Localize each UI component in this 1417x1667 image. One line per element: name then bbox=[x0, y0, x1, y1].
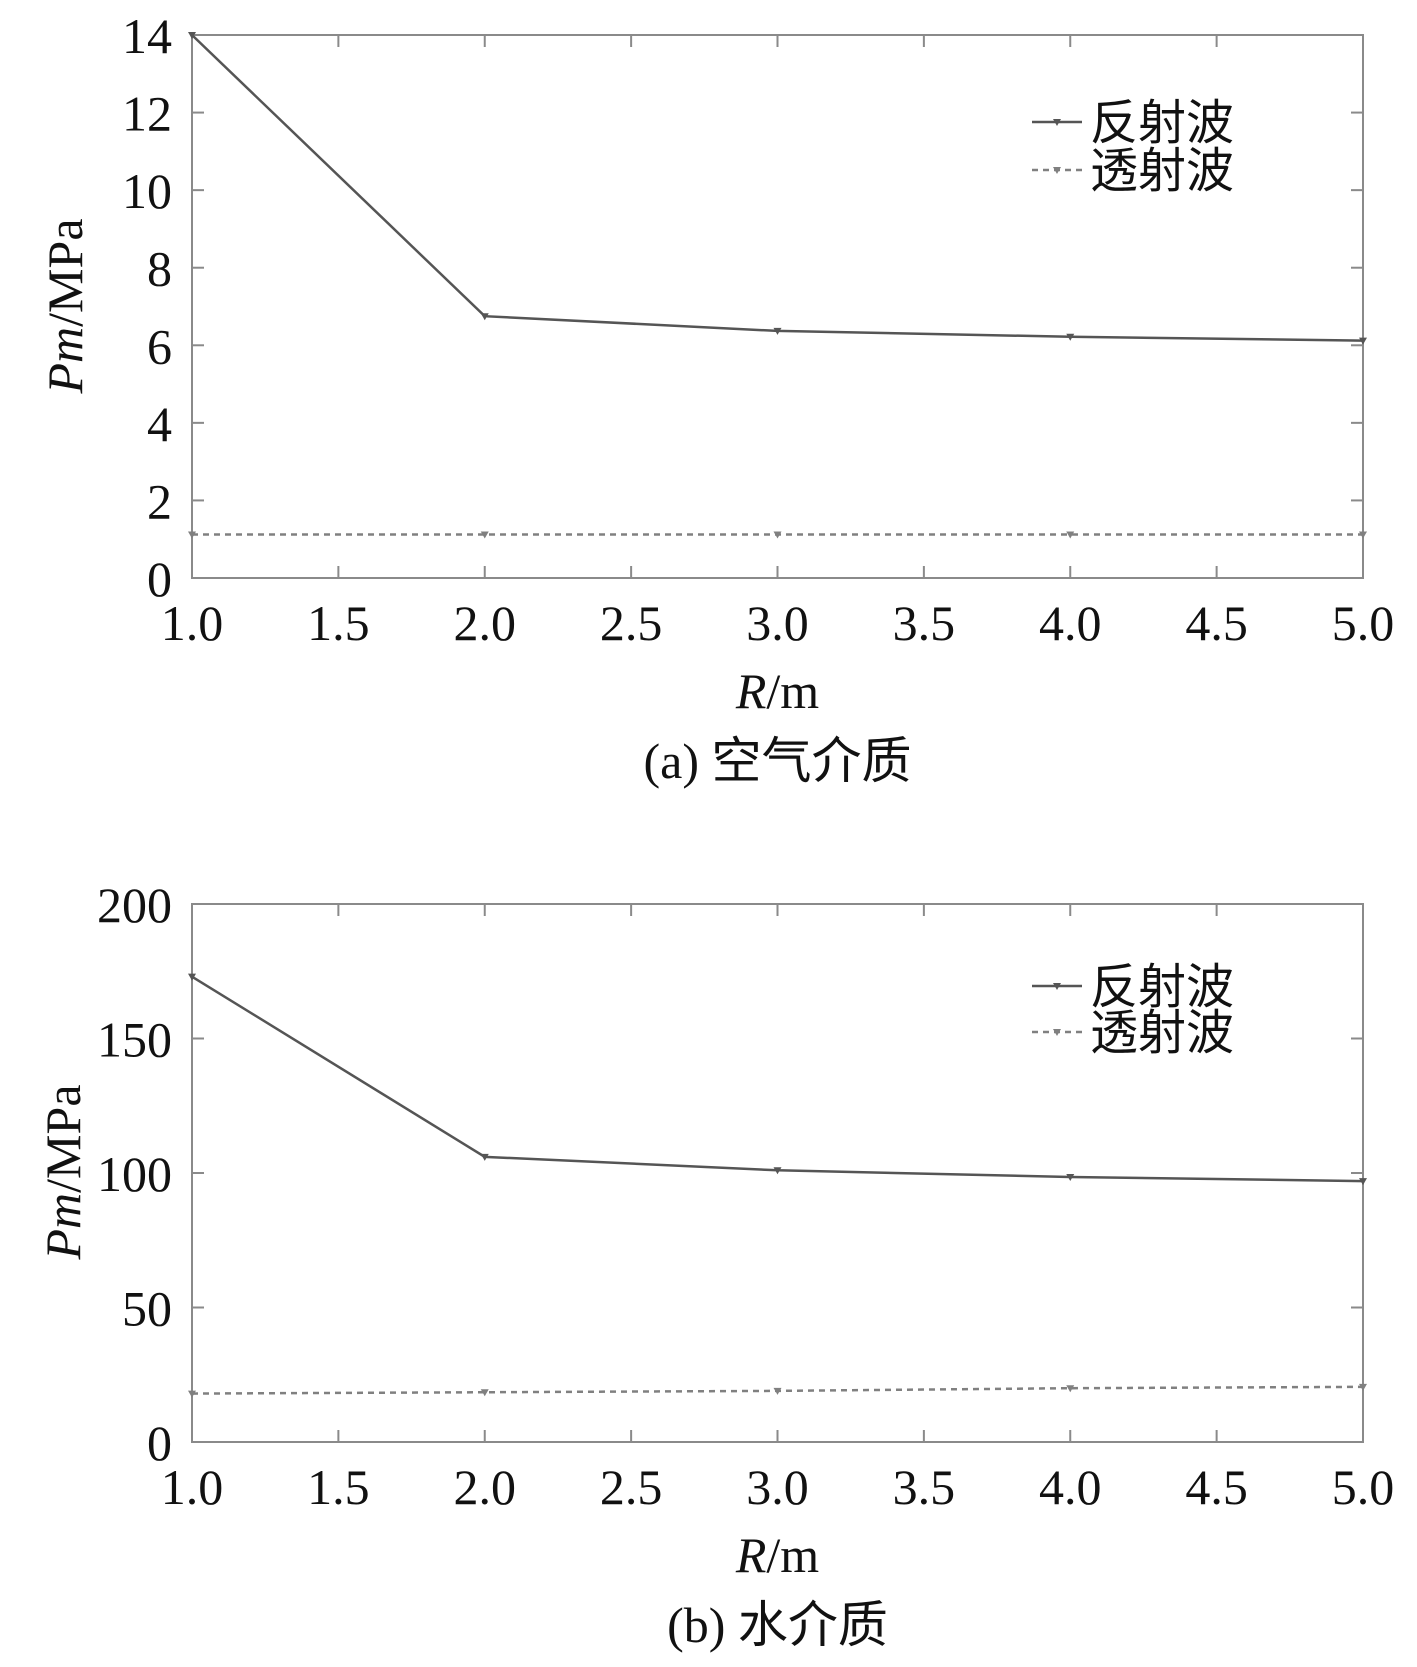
data-point-marker bbox=[1359, 1178, 1367, 1186]
data-point-marker bbox=[188, 531, 196, 539]
legend-label: 反射波 bbox=[1090, 97, 1234, 150]
legend-label: 透射波 bbox=[1090, 145, 1234, 198]
data-point-marker bbox=[480, 531, 489, 539]
x-tick-label: 1.0 bbox=[161, 1459, 224, 1515]
legend-marker bbox=[1053, 119, 1061, 126]
panel-caption: (b) 水介质 bbox=[667, 1597, 888, 1653]
x-tick-label: 2.0 bbox=[454, 595, 517, 651]
x-tick-label: 2.5 bbox=[600, 1459, 663, 1515]
y-tick-label: 0 bbox=[147, 551, 172, 607]
data-point-marker bbox=[1359, 337, 1367, 345]
y-tick-label: 6 bbox=[147, 318, 172, 374]
data-point-marker bbox=[188, 973, 196, 981]
y-tick-label: 12 bbox=[122, 86, 172, 142]
data-point-marker bbox=[1066, 531, 1075, 539]
y-tick-label: 150 bbox=[97, 1012, 172, 1068]
data-point-marker bbox=[480, 313, 489, 321]
y-tick-label: 200 bbox=[97, 877, 172, 933]
chart-panel-a: 1.0 1.5 2.0 2.5 3.0 3.5 4.0 4.5 5.0 0 2 4 6 8 10 12 14 反射… bbox=[37, 8, 1394, 789]
y-tick-label: 50 bbox=[122, 1281, 172, 1337]
x-tick-label: 3.5 bbox=[893, 1459, 956, 1515]
y-axis-label: Pm/MPa bbox=[37, 218, 93, 394]
x-tick-label: 1.0 bbox=[161, 595, 224, 651]
legend-marker bbox=[1053, 1029, 1061, 1036]
data-point-marker bbox=[773, 531, 782, 539]
chart-panel-b: 1.0 1.5 2.0 2.5 3.0 3.5 4.0 4.5 5.0 0 50 100 150 200 反… bbox=[35, 877, 1394, 1653]
x-tick-label: 2.5 bbox=[600, 595, 663, 651]
data-point-marker bbox=[773, 1167, 782, 1175]
x-tick-label: 2.0 bbox=[454, 1459, 517, 1515]
data-point-marker bbox=[773, 327, 782, 335]
y-axis-label-symbol: Pm bbox=[37, 327, 93, 395]
data-point-marker bbox=[1066, 1174, 1075, 1182]
y-tick-label: 4 bbox=[147, 396, 172, 452]
y-axis-label: Pm/MPa bbox=[35, 1084, 91, 1260]
data-point-marker bbox=[480, 1153, 489, 1161]
x-axis-label-symbol: R bbox=[735, 663, 767, 719]
data-point-marker bbox=[188, 1390, 196, 1398]
x-axis-label-unit: /m bbox=[766, 663, 819, 719]
x-tick-label: 1.5 bbox=[307, 595, 370, 651]
data-point-marker bbox=[1066, 333, 1075, 341]
data-point-marker bbox=[1359, 531, 1367, 539]
data-point-marker bbox=[1066, 1385, 1075, 1393]
x-axis-label: R/m bbox=[735, 1527, 819, 1583]
x-tick-label: 5.0 bbox=[1332, 1459, 1395, 1515]
y-tick-label: 10 bbox=[122, 163, 172, 219]
data-point-marker bbox=[773, 1387, 782, 1395]
y-tick-label: 8 bbox=[147, 241, 172, 297]
y-tick-label: 2 bbox=[147, 473, 172, 529]
x-axis-label-symbol: R bbox=[735, 1527, 767, 1583]
x-tick-label: 1.5 bbox=[307, 1459, 370, 1515]
x-tick-label: 4.5 bbox=[1185, 1459, 1248, 1515]
y-axis-label-unit: /MPa bbox=[37, 218, 93, 326]
x-axis-label-unit: /m bbox=[766, 1527, 819, 1583]
x-tick-label: 4.0 bbox=[1039, 1459, 1102, 1515]
y-tick-label: 14 bbox=[122, 8, 172, 64]
data-point-marker bbox=[1359, 1383, 1367, 1391]
x-tick-label: 3.0 bbox=[746, 1459, 809, 1515]
y-tick-label: 100 bbox=[97, 1146, 172, 1202]
data-point-marker bbox=[480, 1389, 489, 1397]
legend-marker bbox=[1053, 983, 1061, 990]
y-tick-label: 0 bbox=[147, 1415, 172, 1471]
x-tick-label: 4.0 bbox=[1039, 595, 1102, 651]
x-axis-label: R/m bbox=[735, 663, 819, 719]
x-tick-label: 3.0 bbox=[746, 595, 809, 651]
data-point-marker bbox=[188, 32, 196, 39]
y-axis-label-symbol: Pm bbox=[35, 1193, 91, 1261]
legend-label: 反射波 bbox=[1090, 961, 1234, 1014]
x-tick-label: 5.0 bbox=[1332, 595, 1395, 651]
panel-caption: (a) 空气介质 bbox=[644, 733, 912, 789]
legend-marker bbox=[1053, 167, 1061, 174]
y-axis-label-unit: /MPa bbox=[35, 1084, 91, 1192]
x-tick-label: 3.5 bbox=[893, 595, 956, 651]
legend-label: 透射波 bbox=[1090, 1007, 1234, 1060]
x-tick-label: 4.5 bbox=[1185, 595, 1248, 651]
